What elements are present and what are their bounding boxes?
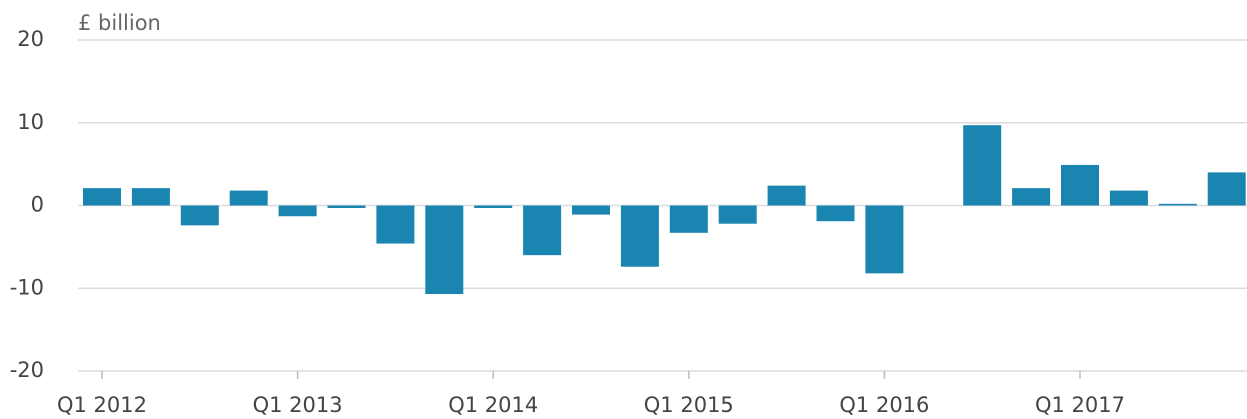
y-tick-label: 10 [17,110,44,134]
y-tick-label: 20 [17,27,44,51]
bar [1012,188,1051,206]
bar [767,185,806,206]
y-tick-label: 0 [31,193,44,217]
bar [425,205,464,295]
x-tick-label: Q1 2016 [839,393,929,417]
bar [1061,164,1099,206]
bar [1158,203,1197,206]
bar [180,205,219,226]
y-tick-label: -10 [10,275,44,299]
x-tick-label: Q1 2017 [1035,393,1125,417]
bar [131,188,170,206]
x-tick-label: Q1 2015 [644,393,734,417]
bar [865,205,904,274]
bar [327,205,366,208]
bar [620,205,659,267]
bar [278,205,317,217]
bar [474,205,513,208]
x-tick-label: Q1 2013 [253,393,343,417]
bar [376,205,415,244]
bar [83,188,121,206]
bar [572,205,610,215]
x-tick-label: Q1 2014 [448,393,538,417]
bar [229,190,268,206]
y-axis-unit: £ billion [78,11,161,35]
bar [718,205,757,224]
bar [523,205,562,256]
y-tick-label: -20 [10,358,44,382]
bar [816,205,855,222]
bar [1207,172,1246,206]
x-tick-label: Q1 2012 [57,393,147,417]
bar [963,125,1002,206]
bar [669,205,708,233]
bar [1109,190,1148,206]
